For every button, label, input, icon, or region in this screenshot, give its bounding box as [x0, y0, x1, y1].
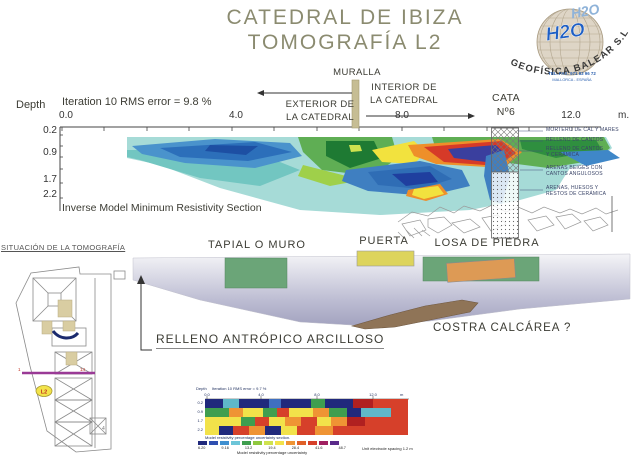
inset-legend-values: 6.20 9.16 13.2 19.4 28.4 41.6 48.7 — [198, 446, 346, 450]
inset-depth-tick-1: 0.9 — [197, 409, 203, 414]
x-tick-4: 4.0 — [229, 110, 243, 121]
puerta-label: PUERTA — [359, 235, 409, 247]
logo-contact-line1: TEL. FAX: 971 83 96 72 — [548, 71, 596, 76]
map-room-number: 4 — [102, 426, 105, 432]
interior-label-line1: INTERIOR DE — [371, 82, 437, 93]
map-electrode-start: 1 — [18, 367, 21, 372]
losa-orange-block — [446, 258, 516, 283]
costra-patch — [350, 299, 479, 330]
relleno-label: RELLENO ANTRÓPICO ARCILLOSO — [156, 332, 385, 349]
cata-label-line1: CATA — [491, 92, 521, 104]
map-electrode-end: 14 — [80, 367, 86, 372]
tapial-label: TAPIAL O MURO — [208, 239, 306, 251]
exterior-arrow — [257, 90, 352, 96]
page-title-line1: CATEDRAL DE IBIZA — [226, 6, 464, 29]
logo-h2o-top: H2O — [570, 1, 601, 22]
x-axis-unit: m. — [618, 110, 630, 121]
l2-badge-label: L2 — [41, 390, 47, 396]
puerta-block — [356, 250, 415, 267]
interior-arrow — [366, 113, 475, 119]
depth-tick-0: 0.2 — [43, 125, 57, 136]
inset-depth-tick-3: 2.2 — [197, 427, 203, 432]
inset-uncertainty-grid — [205, 399, 408, 435]
exterior-label-line1: EXTERIOR DE — [285, 99, 355, 110]
inset-x-tick-1: 4.0 — [258, 392, 264, 397]
depth-tick-2: 1.7 — [43, 174, 57, 185]
inset-depth-tick-2: 1.7 — [197, 418, 203, 423]
inset-x-tick-3: 12.0 — [369, 392, 377, 397]
inset-x-tick-0: 0.0 — [204, 392, 210, 397]
section-caption: Inverse Model Minimum Resistivity Sectio… — [62, 202, 262, 214]
x-tick-8: 8.0 — [395, 110, 409, 121]
cata-annotation-4: ARENAS, HUESOS Y RESTOS DE CERÁMICA — [546, 185, 607, 198]
l2-badge — [35, 385, 53, 397]
cata-column — [491, 127, 519, 239]
cata-annotation-1: RELLENO DE CANTOS — [546, 137, 604, 143]
inset-legend-title: Model resistivity percentage uncertainty… — [205, 435, 291, 440]
inset-depth-label: Depth — [196, 386, 207, 391]
page-title-line2: TOMOGRAFÍA L2 — [247, 31, 443, 54]
cata-label-line2: Nº6 — [496, 106, 516, 118]
inset-x-unit: m — [400, 392, 404, 397]
muralla-label: MURALLA — [333, 67, 381, 78]
cata-annotation-leaders — [518, 130, 543, 191]
muralla-bar — [351, 79, 360, 129]
interpretation-wedge — [132, 250, 631, 330]
x-tick-0: 0.0 — [59, 110, 73, 121]
cata-annotation-2: RELLENO DE CANTOS Y CERÁMICA — [546, 146, 604, 159]
depth-tick-3: 2.2 — [43, 189, 57, 200]
x-tick-12: 12.0 — [561, 110, 581, 121]
inset-depth-tick-0: 0.2 — [197, 400, 203, 405]
cata-annotation-0: MORTERO DE CAL Y MARES — [546, 127, 619, 133]
logo-contact-line2: MALLORCA - ESPAÑA — [552, 77, 592, 82]
section-axes — [59, 126, 601, 211]
inset-unit-text: Unit electrode spacing 1.2 m — [362, 446, 413, 451]
tapial-block — [224, 257, 288, 289]
inset-iteration-text: Iteration 10 RMS error = 9.7 % — [212, 386, 267, 391]
inset-x-tick-2: 8.0 — [314, 392, 320, 397]
depth-axis-label: Depth — [16, 99, 46, 111]
costra-label: COSTRA CALCÁREA ? — [433, 322, 572, 334]
iteration-rms-text: Iteration 10 RMS error = 9.8 % — [62, 96, 212, 108]
inset-legend-swatches — [198, 441, 339, 445]
inset-legend-caption: Model resistivity percentage uncertainty — [236, 450, 308, 455]
depth-tick-1: 0.9 — [43, 147, 57, 158]
map-title: SITUACIÓN DE LA TOMOGRAFÍA — [1, 243, 126, 252]
site-map: 1 14 L2 4 — [15, 266, 126, 453]
relleno-arrow — [137, 275, 152, 351]
interior-label-line2: LA CATEDRAL — [369, 95, 439, 106]
cata-annotation-3: ARENAS BEIGES CON CANTOS ANGULOSOS — [546, 165, 603, 178]
losa-label: LOSA DE PIEDRA — [434, 237, 540, 249]
exterior-label-line2: LA CATEDRAL — [285, 112, 355, 123]
map-blue-wall — [51, 329, 80, 340]
